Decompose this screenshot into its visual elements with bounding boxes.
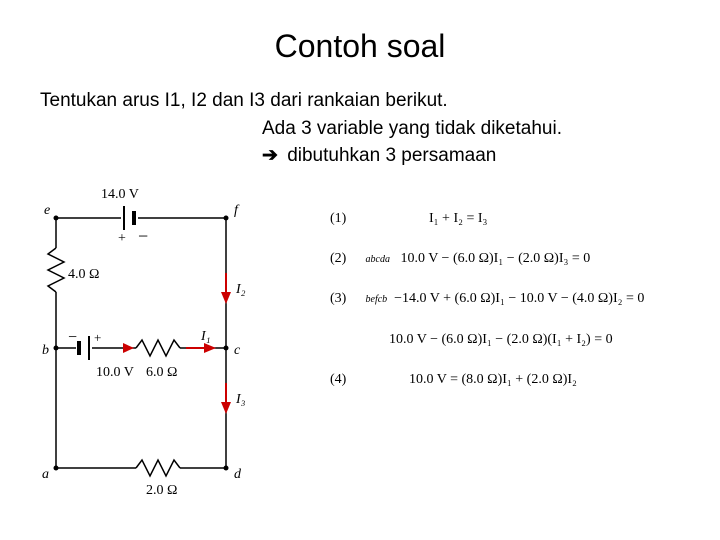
equation-2: (2) abcda 10.0 V − (6.0 Ω)I₁ − (2.0 Ω)I₃… [330, 250, 700, 268]
label-i3: I₃ [235, 392, 246, 407]
label-i2: I₂ [235, 282, 246, 297]
label-r-bot: 2.0 Ω [146, 483, 177, 498]
minus-icon: − [68, 329, 77, 346]
eq-text: 10.0 V − (6.0 Ω)I₁ − (2.0 Ω)(I₁ + I₂) = … [389, 332, 613, 347]
label-left-v: 10.0 V [96, 365, 134, 380]
equation-sub: 10.0 V − (6.0 Ω)I₁ − (2.0 Ω)(I₁ + I₂) = … [330, 331, 700, 349]
arrow-right-icon [204, 343, 216, 353]
note-line-2-text: dibutuhkan 3 persamaan [282, 145, 496, 166]
page-title: Contoh soal [0, 28, 720, 65]
circuit-diagram: + − − + [26, 178, 306, 518]
loop-route: abcda [366, 254, 390, 265]
note-line-1: Ada 3 variable yang tidak diketahui. [262, 118, 562, 140]
loop-route: befcb [366, 294, 388, 305]
node-b: b [42, 343, 49, 358]
label-r-left: 4.0 Ω [68, 267, 99, 282]
label-r-mid: 6.0 Ω [146, 365, 177, 380]
eq-num: (2) [330, 250, 362, 268]
plus-icon: + [94, 330, 101, 345]
resistor-bottom [136, 460, 180, 476]
arrow-down-icon [221, 402, 231, 414]
plus-icon: + [118, 231, 126, 246]
node-c: c [234, 343, 241, 358]
node-d: d [234, 467, 242, 482]
node-a: a [42, 467, 49, 482]
arrow-right-icon [123, 343, 134, 353]
equations-block: (1) I₁ + I₂ = I₃ (2) abcda 10.0 V − (6.0… [330, 210, 700, 411]
eq-num: (1) [330, 210, 362, 228]
eq-text: 10.0 V = (8.0 Ω)I₁ + (2.0 Ω)I₂ [409, 372, 577, 387]
arrow-icon: ➔ [262, 144, 278, 167]
note-line-2: ➔ dibutuhkan 3 persamaan [262, 144, 496, 167]
resistor-mid [136, 340, 180, 356]
eq-text: 10.0 V − (6.0 Ω)I₁ − (2.0 Ω)I₃ = 0 [400, 251, 590, 266]
node-f: f [234, 203, 240, 218]
equation-1: (1) I₁ + I₂ = I₃ [330, 210, 700, 228]
node-e: e [44, 203, 50, 218]
resistor-left [48, 248, 64, 292]
arrow-down-icon [221, 292, 231, 304]
problem-prompt: Tentukan arus I1, I2 dan I3 dari rankaia… [40, 90, 448, 112]
slide: Contoh soal Tentukan arus I1, I2 dan I3 … [0, 0, 720, 540]
eq-text: −14.0 V + (6.0 Ω)I₁ − 10.0 V − (4.0 Ω)I₂… [394, 291, 644, 306]
eq-text: I₁ + I₂ = I₃ [429, 211, 487, 226]
eq-num: (4) [330, 371, 362, 389]
label-i1: I₁ [200, 329, 211, 344]
label-top-v: 14.0 V [101, 187, 139, 202]
eq-num: (3) [330, 290, 362, 308]
equation-4: (4) 10.0 V = (8.0 Ω)I₁ + (2.0 Ω)I₂ [330, 371, 700, 389]
minus-icon: − [138, 226, 148, 246]
equation-3: (3) befcb −14.0 V + (6.0 Ω)I₁ − 10.0 V −… [330, 290, 700, 308]
